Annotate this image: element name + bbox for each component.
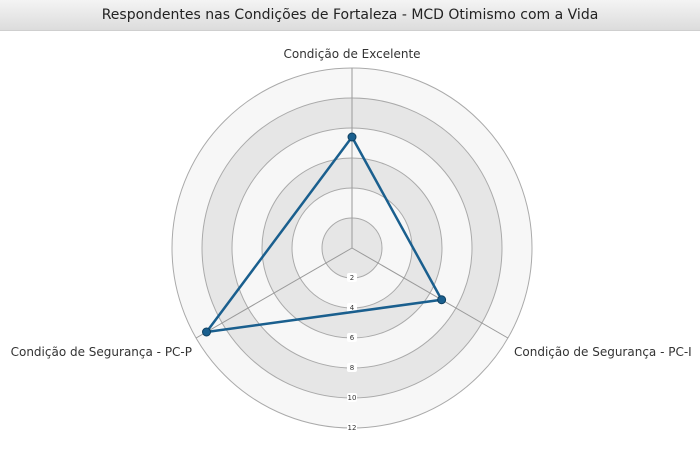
data-point-2 xyxy=(437,295,447,305)
axis-label-3: Condição de Segurança - PC-P xyxy=(11,345,192,359)
radar-tick-labels: 2 4 6 8 10 12 xyxy=(347,273,357,432)
radar-series xyxy=(202,132,447,337)
tick-label-bg-6 xyxy=(347,333,357,342)
tick-label-10: 10 xyxy=(348,394,357,402)
tick-label-bg-10 xyxy=(347,393,357,402)
axis-label-2: Condição de Segurança - PC-I xyxy=(514,345,692,359)
tick-label-12: 12 xyxy=(348,424,357,432)
tick-label-6: 6 xyxy=(350,334,355,342)
data-point-1 xyxy=(347,132,357,142)
tick-label-bg-2 xyxy=(347,273,357,282)
tick-label-8: 8 xyxy=(350,364,354,372)
radar-spoke-3 xyxy=(195,247,353,339)
tick-label-2: 2 xyxy=(350,274,354,282)
chart-title-bar: Respondentes nas Condições de Fortaleza … xyxy=(0,0,700,31)
radar-spoke-2 xyxy=(351,247,509,339)
chart-title: Respondentes nas Condições de Fortaleza … xyxy=(101,7,599,23)
series-line-1 xyxy=(205,135,443,334)
tick-label-bg-8 xyxy=(347,363,357,372)
data-point-3 xyxy=(202,327,212,337)
radar-spokes xyxy=(195,68,509,339)
tick-label-bg-12 xyxy=(347,423,357,432)
tick-label-bg-4 xyxy=(347,303,357,312)
radar-axis-labels: Condição de Excelente Condição de Seguran… xyxy=(11,47,692,359)
tick-label-4: 4 xyxy=(350,304,355,312)
axis-label-1: Condição de Excelente xyxy=(283,47,420,61)
